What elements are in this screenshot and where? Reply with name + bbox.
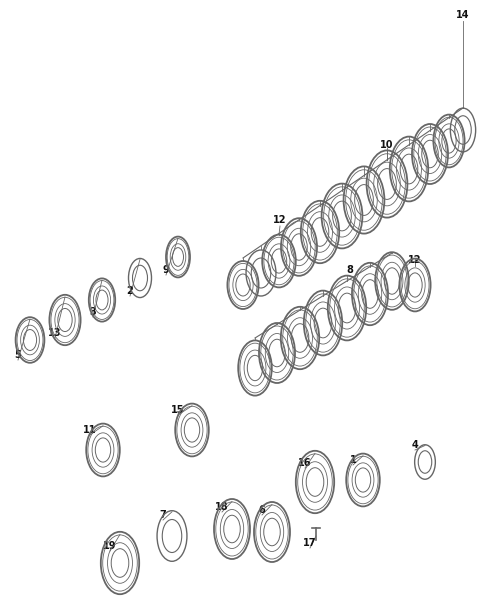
Text: 12: 12 [408, 255, 422, 265]
Text: 4: 4 [412, 440, 419, 450]
Text: 10: 10 [380, 140, 394, 150]
Text: 14: 14 [456, 10, 470, 20]
Text: 11: 11 [83, 425, 97, 435]
Text: 8: 8 [347, 265, 353, 275]
Text: 16: 16 [298, 458, 312, 468]
Text: 13: 13 [48, 328, 62, 338]
Text: 19: 19 [103, 541, 117, 551]
Text: 7: 7 [160, 510, 167, 520]
Text: 18: 18 [215, 502, 229, 512]
Text: 17: 17 [303, 538, 317, 548]
Text: 2: 2 [127, 286, 133, 296]
Text: 3: 3 [90, 307, 96, 317]
Text: 15: 15 [171, 405, 185, 415]
Text: 5: 5 [14, 350, 22, 360]
Text: 1: 1 [349, 455, 356, 465]
Text: 6: 6 [259, 505, 265, 515]
Text: 9: 9 [163, 265, 169, 275]
Text: 12: 12 [273, 215, 287, 225]
